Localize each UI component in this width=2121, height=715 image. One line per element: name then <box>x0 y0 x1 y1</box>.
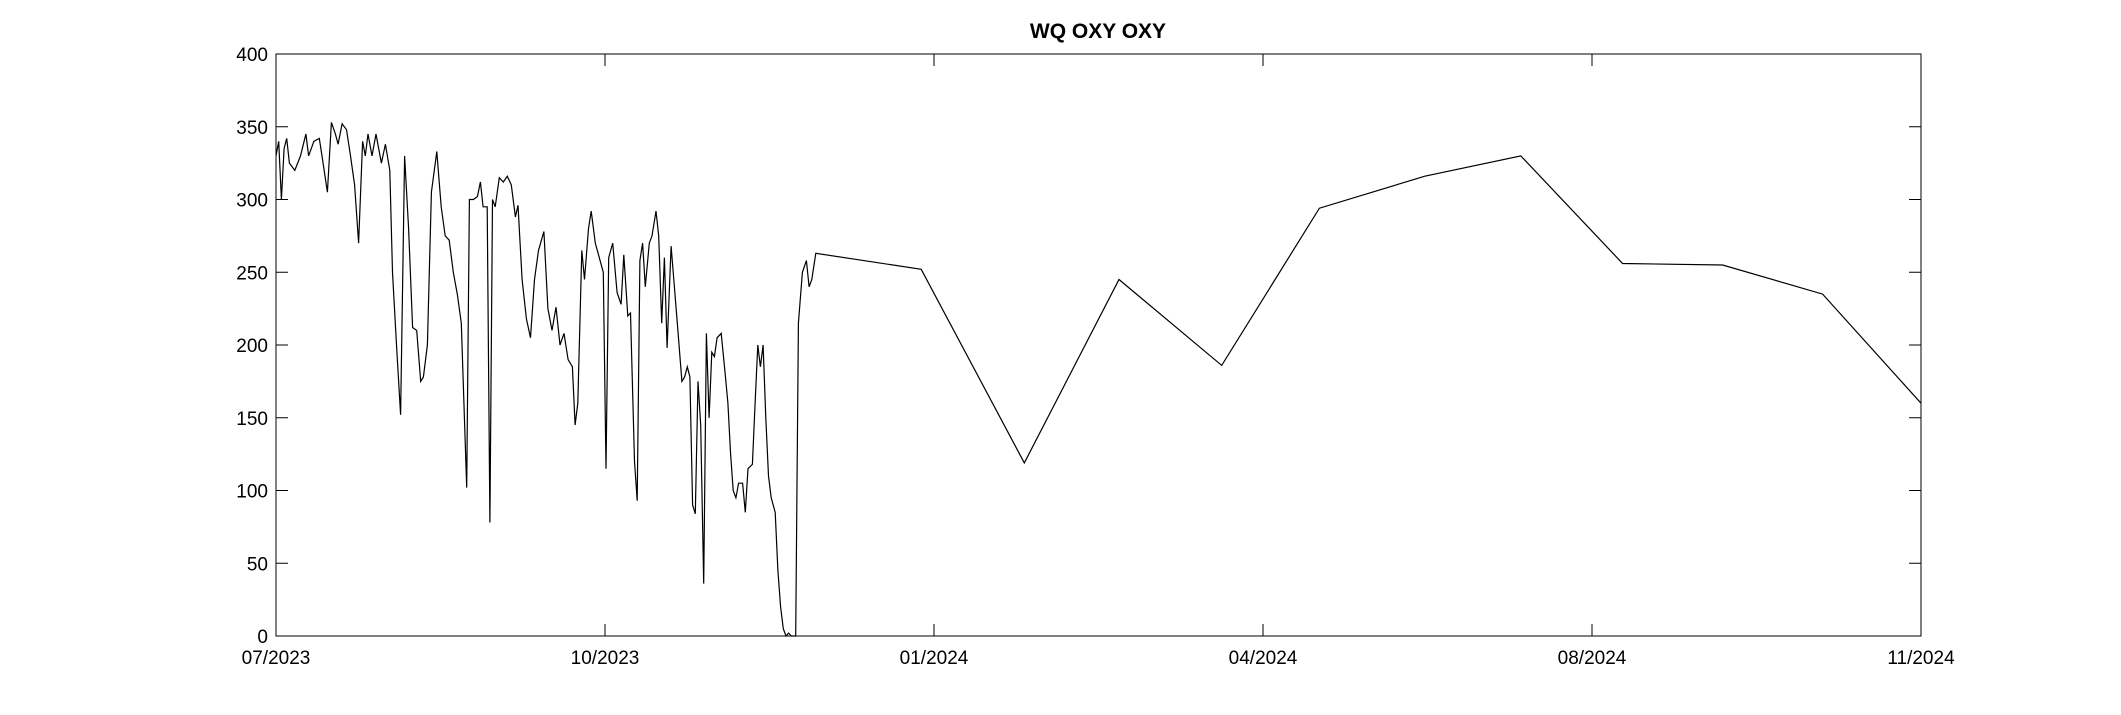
chart-title: WQ OXY OXY <box>1030 20 1166 43</box>
y-tick-label: 200 <box>236 336 268 357</box>
x-tick-label: 10/2023 <box>571 648 640 669</box>
axes-box <box>275 53 1922 637</box>
y-tick-label: 250 <box>236 263 268 284</box>
x-tick-label: 11/2024 <box>1887 648 1955 669</box>
data-line <box>275 122 1922 638</box>
x-tick-label: 01/2024 <box>900 648 969 669</box>
y-tick-label: 50 <box>247 554 268 575</box>
y-tick-label: 400 <box>236 45 268 66</box>
y-tick-label: 350 <box>236 118 268 139</box>
y-tick-label: 300 <box>236 191 268 212</box>
x-tick-label: 04/2024 <box>1229 648 1298 669</box>
x-tick-label: 07/2023 <box>242 648 311 669</box>
x-tick-label: 08/2024 <box>1558 648 1627 669</box>
y-tick-label: 150 <box>236 409 268 430</box>
y-tick-label: 100 <box>236 482 268 503</box>
y-tick-label: 0 <box>257 627 268 648</box>
